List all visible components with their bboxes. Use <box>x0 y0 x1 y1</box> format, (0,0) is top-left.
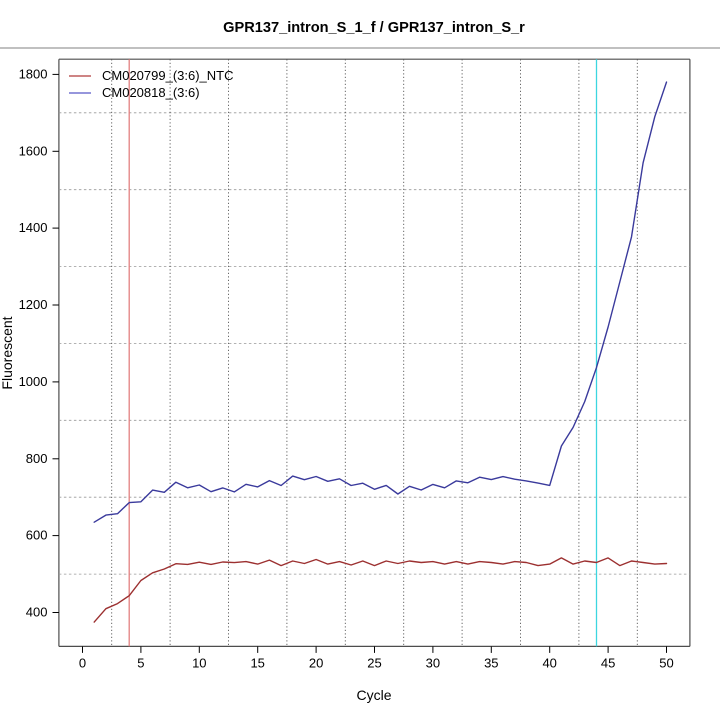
svg-text:600: 600 <box>26 528 48 543</box>
svg-text:20: 20 <box>309 655 323 670</box>
svg-text:0: 0 <box>79 655 86 670</box>
svg-text:30: 30 <box>426 655 440 670</box>
svg-text:50: 50 <box>659 655 673 670</box>
svg-text:1600: 1600 <box>19 143 48 158</box>
svg-text:CM020799_(3:6)_NTC: CM020799_(3:6)_NTC <box>102 68 234 83</box>
svg-text:40: 40 <box>542 655 556 670</box>
svg-text:1200: 1200 <box>19 297 48 312</box>
svg-text:1400: 1400 <box>19 220 48 235</box>
svg-text:400: 400 <box>26 605 48 620</box>
svg-text:35: 35 <box>484 655 498 670</box>
svg-text:25: 25 <box>367 655 381 670</box>
svg-text:15: 15 <box>250 655 264 670</box>
svg-text:1000: 1000 <box>19 374 48 389</box>
svg-text:Fluorescent: Fluorescent <box>0 316 15 389</box>
svg-text:GPR137_intron_S_1_f / GPR137_i: GPR137_intron_S_1_f / GPR137_intron_S_r <box>223 20 525 36</box>
svg-text:800: 800 <box>26 451 48 466</box>
svg-text:10: 10 <box>192 655 206 670</box>
svg-text:1800: 1800 <box>19 66 48 81</box>
svg-text:Cycle: Cycle <box>356 687 391 703</box>
svg-text:45: 45 <box>601 655 615 670</box>
svg-text:5: 5 <box>137 655 144 670</box>
svg-text:CM020818_(3:6): CM020818_(3:6) <box>102 85 200 100</box>
